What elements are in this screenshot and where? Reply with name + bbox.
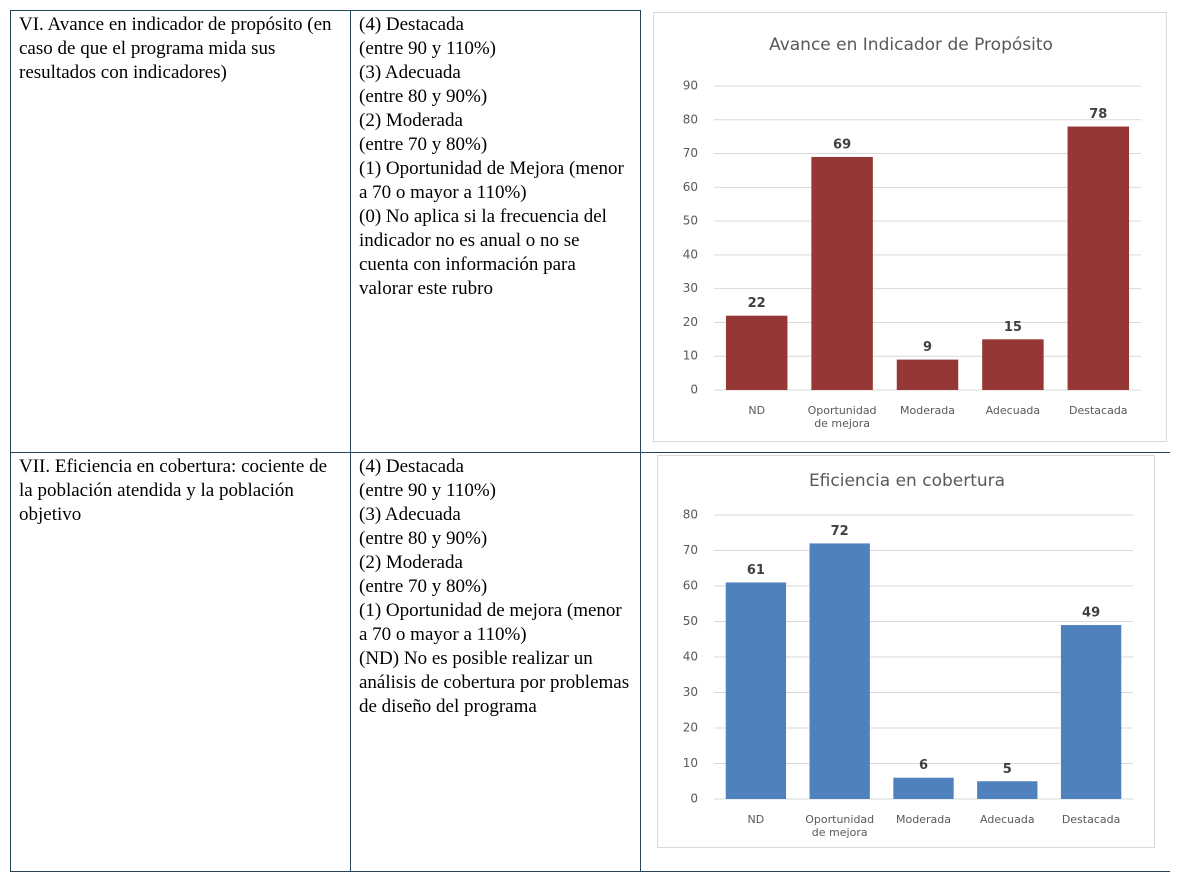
y-tick-label: 40 (683, 247, 698, 261)
levels-cell: (4) Destacada (entre 90 y 110%) (3) Adecua… (350, 452, 641, 872)
y-tick-label: 90 (683, 79, 698, 93)
level: (entre 80 y 90%) (359, 86, 488, 107)
level: (2) Moderada (359, 110, 463, 131)
chart-svg: Eficiencia en cobertura 0 10 20 30 40 50 60 70 80… (683, 471, 1133, 806)
bar (977, 781, 1038, 799)
x-tick-label: ND (748, 404, 766, 417)
y-tick-label: 0 (690, 792, 698, 806)
chart-title: Eficiencia en cobertura (809, 471, 1005, 491)
level: (entre 90 y 110%) (359, 480, 496, 501)
x-tick-label: Destacada (1061, 813, 1121, 826)
y-tick-label: 80 (683, 112, 698, 126)
criterion: VII. Eficiencia en cobertura: cociente d… (19, 456, 328, 525)
level: (3) Adecuada (359, 504, 461, 525)
y-tick-label: 0 (690, 383, 698, 397)
bar (725, 315, 788, 390)
data-label: 5 (1003, 762, 1012, 777)
level: (1) Oportunidad de mejora (menor a 70 o … (359, 600, 622, 645)
y-tick-label: 20 (683, 315, 698, 329)
y-tick-label: 20 (683, 721, 698, 735)
data-label: 61 (747, 563, 765, 578)
y-tick-label: 40 (683, 650, 698, 664)
bar (725, 582, 787, 799)
y-tick-label: 30 (683, 281, 698, 295)
criterion: VI. Avance en indicador de propósito (en… (19, 14, 332, 83)
x-tick-label: Destacada (1069, 404, 1128, 417)
chart-title: Avance en Indicador de Propósito (769, 35, 1053, 55)
chart-svg: Avance en Indicador de Propósito 0 10 20 30 4… (683, 35, 1141, 397)
criterion-cell: VI. Avance en indicador de propósito (en… (10, 10, 351, 453)
x-tick-label: Oportunidad de mejora (805, 813, 875, 839)
level: (1) Oportunidad de Mejora (menor a 70 o … (359, 158, 624, 203)
data-label: 6 (919, 758, 928, 773)
x-tick-label: ND (747, 813, 765, 826)
level: (4) Destacada (359, 14, 464, 35)
level: (ND) No es posible realizar un análisis … (359, 648, 630, 717)
y-tick-label: 50 (683, 614, 698, 628)
level: (4) Destacada (359, 456, 464, 477)
level: (3) Adecuada (359, 62, 461, 83)
chart: Avance en Indicador de Propósito 0 10 20 30 4… (653, 12, 1167, 442)
y-tick-label: 80 (683, 508, 698, 522)
chart: Eficiencia en cobertura 0 10 20 30 40 50 60 70 80… (657, 455, 1155, 848)
x-tick-label: Moderada (900, 404, 955, 417)
data-label: 78 (1089, 107, 1107, 122)
data-label: 69 (833, 137, 851, 152)
bar (982, 339, 1044, 390)
y-tick-label: 60 (683, 180, 698, 194)
y-tick-label: 60 (683, 579, 698, 593)
level: (entre 70 y 80%) (359, 134, 488, 155)
x-tick-label: Moderada (896, 813, 951, 826)
bar (1067, 126, 1130, 391)
level: (2) Moderada (359, 552, 463, 573)
y-tick-label: 10 (683, 756, 698, 770)
data-label: 9 (923, 340, 932, 355)
x-tick-label: Adecuada (980, 813, 1035, 826)
bar (1060, 625, 1122, 799)
bar (893, 777, 954, 799)
bar (896, 359, 959, 390)
x-tick-label: Oportunidad de mejora (807, 404, 877, 430)
y-tick-label: 70 (683, 146, 698, 160)
bar (809, 543, 870, 799)
level: (0) No aplica si la frecuencia del indic… (359, 206, 607, 299)
y-tick-label: 70 (683, 543, 698, 557)
level: (entre 90 y 110%) (359, 38, 496, 59)
bar (811, 156, 873, 390)
data-label: 49 (1082, 606, 1100, 621)
data-label: 22 (748, 296, 766, 311)
criterion-cell: VII. Eficiencia en cobertura: cociente d… (10, 452, 351, 872)
level: (entre 70 y 80%) (359, 576, 488, 597)
x-tick-label: Adecuada (985, 404, 1041, 417)
levels-cell: (4) Destacada (entre 90 y 110%) (3) Adecua… (350, 10, 641, 453)
y-tick-label: 30 (683, 685, 698, 699)
data-label: 15 (1004, 320, 1022, 335)
y-tick-label: 50 (683, 214, 698, 228)
data-label: 72 (831, 524, 849, 539)
y-tick-label: 10 (683, 349, 698, 363)
level: (entre 80 y 90%) (359, 528, 488, 549)
